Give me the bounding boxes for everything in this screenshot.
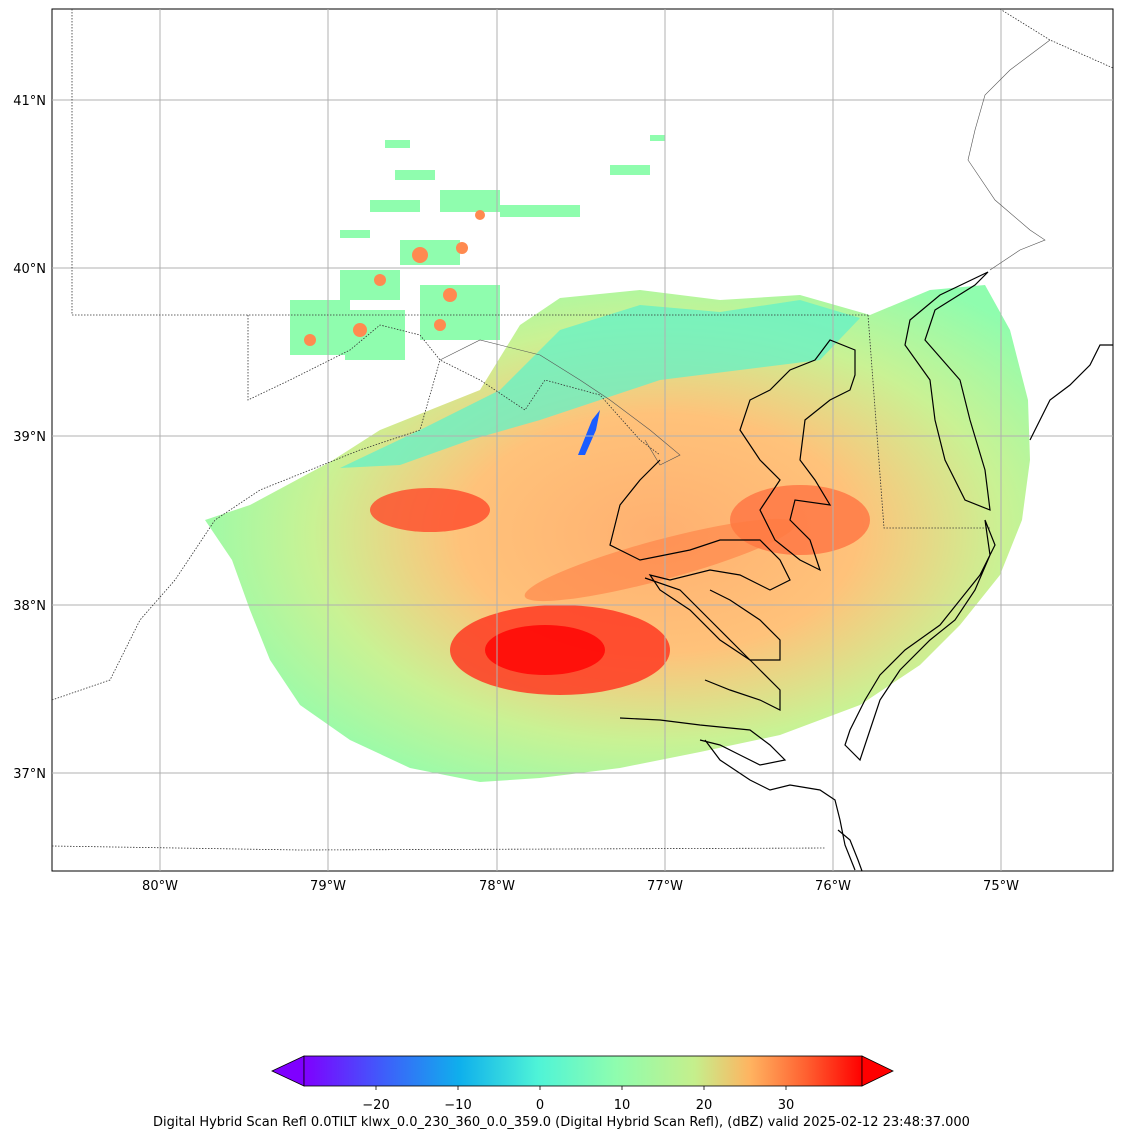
colorbar-caption: Digital Hybrid Scan Refl 0.0TILT klwx_0.…: [153, 1115, 970, 1130]
lat-label-37n: 37°N: [13, 767, 46, 782]
colorbar-tick-label: −20: [362, 1098, 389, 1113]
lat-label-38n: 38°N: [13, 599, 46, 614]
radar-core-south-inner: [485, 625, 605, 675]
lon-label-77w: 77°W: [647, 879, 683, 894]
gridlines: [52, 9, 1113, 871]
lon-tick-labels: 80°W 79°W 78°W 77°W 76°W 75°W: [142, 879, 1019, 894]
lon-label-75w: 75°W: [983, 879, 1019, 894]
coast-chesapeake-west: [904, 271, 991, 511]
lon-label-79w: 79°W: [310, 879, 346, 894]
lon-label-78w: 78°W: [479, 879, 515, 894]
lat-label-40n: 40°N: [13, 262, 46, 277]
coast-rappahannock: [644, 577, 781, 711]
border-pa-north: [71, 9, 868, 316]
radar-scattered-cores: [304, 210, 485, 346]
border-wv-va: [52, 359, 441, 701]
border-potomac: [439, 339, 681, 466]
colorbar-ticks: [375, 1086, 787, 1090]
border-va-nc: [52, 845, 826, 851]
coast-outer-banks: [837, 829, 863, 871]
radar-scattered-echoes: [290, 135, 665, 360]
coast-chesapeake-bay: [739, 339, 856, 572]
colorbar-tick-label: −10: [444, 1098, 471, 1113]
map-content: [52, 9, 1113, 871]
colorbar-extend-min: [271, 1055, 305, 1087]
border-md-de: [867, 314, 990, 529]
coast-potomac-estuary: [609, 459, 791, 661]
lat-label-41n: 41°N: [13, 94, 46, 109]
colorbar: −20 −10 0 10 20 30: [271, 1055, 894, 1113]
lat-tick-labels: 41°N 40°N 39°N 38°N 37°N: [13, 94, 46, 782]
radar-core-west: [370, 488, 490, 532]
colorbar-tick-label: 30: [778, 1098, 795, 1113]
coast-lower-bay: [619, 717, 787, 766]
coast-eastern-shore: [844, 519, 996, 762]
lon-label-76w: 76°W: [815, 879, 851, 894]
colorbar-tick-label: 0: [536, 1098, 544, 1113]
lat-label-39n: 39°N: [13, 430, 46, 445]
coast-atlantic-nj: [1029, 344, 1113, 441]
radar-blue-spot: [578, 410, 600, 455]
radar-cyan-band: [340, 300, 860, 468]
colorbar-tick-label: 10: [614, 1098, 631, 1113]
minor-borders: [439, 39, 1051, 466]
radar-coverage-area: [205, 285, 1030, 782]
colorbar-bar: [303, 1055, 863, 1087]
coastlines: [609, 271, 1113, 871]
lon-label-80w: 80°W: [142, 879, 178, 894]
colorbar-extend-max: [861, 1055, 894, 1087]
colorbar-tick-label: 20: [696, 1098, 713, 1113]
coast-hampton: [704, 739, 856, 871]
state-borders: [52, 9, 1113, 851]
border-delaware-river: [967, 39, 1051, 271]
